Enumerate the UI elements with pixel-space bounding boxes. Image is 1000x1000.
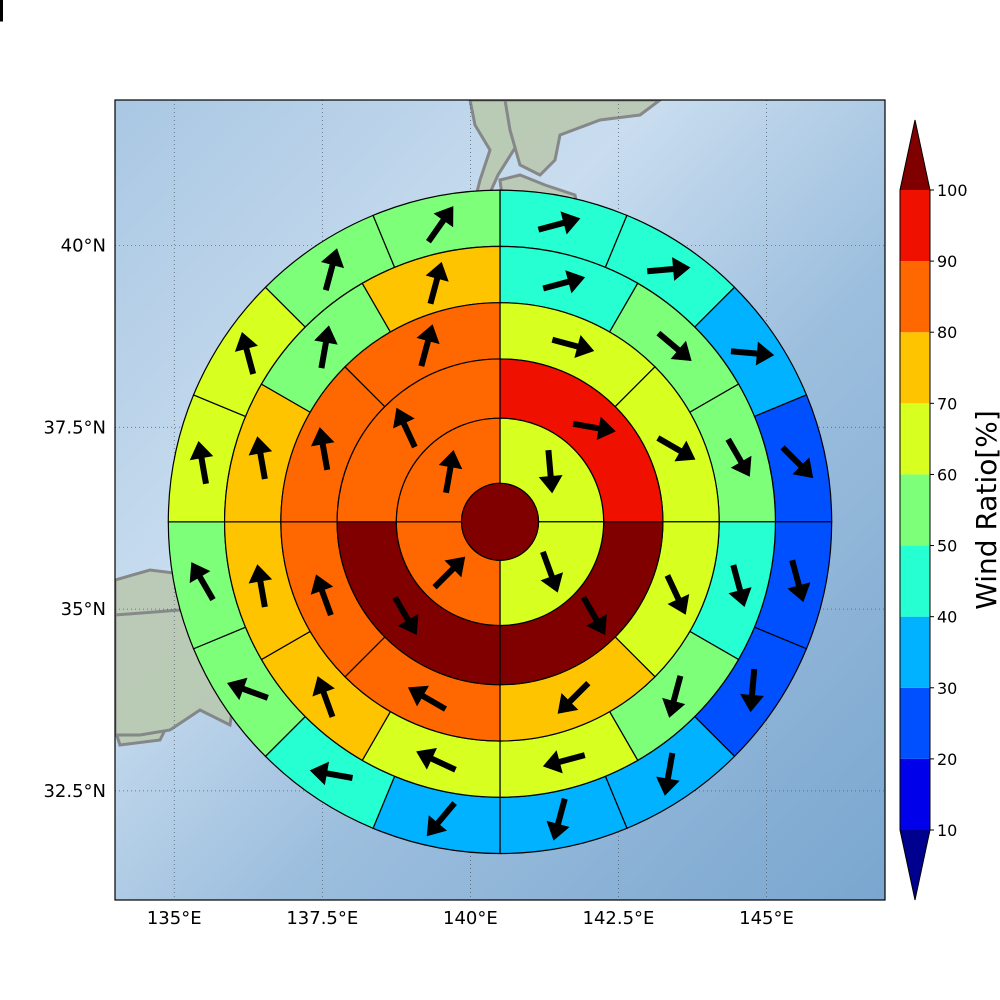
wind-arrow [234,332,258,375]
wind-arrow [310,427,335,471]
colorbar-segment [900,332,930,404]
wind-arrow [189,441,214,485]
wind-arrow [656,330,692,362]
wind-arrow [392,595,419,636]
wind-arrow [662,675,686,718]
y-tick-label: 32.5°N [43,781,106,802]
colorbar-extend-min [900,830,930,900]
wind-arrow [572,416,616,441]
wind-arrow [189,562,216,602]
wind-arrow [646,257,691,281]
y-tick-label: 37.5°N [43,417,106,438]
wind-arrow [314,325,338,369]
colorbar-tick-label: 20 [937,750,957,769]
wind-arrow [320,248,345,291]
wind-arrow [432,556,466,590]
wind-vector-arrows [0,0,814,841]
wind-arrow [538,449,563,494]
wind-arrow [664,574,690,615]
wind-arrow [227,677,269,701]
colorbar-segment [900,616,930,688]
colorbar-tick-label: 50 [937,537,957,556]
colorbar-segment [900,403,930,475]
wind-arrow [725,437,752,477]
wind-arrow [309,761,354,786]
map-frame [114,99,886,901]
wind-arrow [312,676,336,718]
colorbar-tick-label: 10 [937,821,957,840]
x-tick-label: 142.5°E [583,908,655,929]
colorbar-extend-max [900,120,930,190]
colorbar-title: Wind Ratio[%] [970,410,1000,610]
colorbar-tick-label: 30 [937,679,957,698]
colorbar-segment [900,261,930,333]
wind-arrow [546,797,570,841]
colorbar-segment [900,758,930,830]
colorbar-segment [900,190,930,262]
land-hokkaido-south [503,100,663,177]
wind-arrow [416,324,440,367]
x-axis-ticks: 135°E 137.5°E 140°E 142.5°E 145°E [147,908,794,929]
wind-arrow [728,564,752,607]
wind-arrow [393,407,418,449]
wind-arrow [557,680,591,714]
wind-arrow [542,270,586,294]
wind-arrow [416,747,457,773]
wind-arrow [551,334,595,359]
wind-arrow [248,436,273,480]
wind-arrow [438,450,463,494]
wind-arrow [537,211,581,235]
colorbar-tick-label: 60 [937,465,957,484]
colorbar-tick-label: 100 [937,181,968,200]
colorbar: 10 20 30 40 50 60 70 80 90 100 [899,119,968,901]
wind-arrow [730,341,775,366]
x-tick-label: 140°E [443,908,498,929]
wind-arrow [656,752,680,796]
wind-arrow [310,574,334,617]
wind-arrow [0,0,3,22]
wind-arrow [540,550,564,593]
wind-arrow [407,685,448,712]
wind-arrow [780,445,814,479]
y-axis-ticks: 32.5°N 35°N 37.5°N 40°N [43,235,106,801]
wind-arrow [740,668,764,713]
y-tick-label: 40°N [61,235,106,256]
wind-arrow [656,435,696,462]
colorbar-tick-label: 70 [937,394,957,413]
center-cell [460,482,540,561]
x-tick-label: 137.5°E [286,908,358,929]
x-tick-label: 135°E [147,908,202,929]
wind-arrow [425,206,454,244]
colorbar-segment [900,474,930,546]
x-tick-label: 145°E [739,908,794,929]
wind-ratio-sectors [168,190,833,855]
colorbar-segment [900,545,930,617]
y-tick-label: 35°N [61,599,106,620]
wind-arrow [542,750,586,774]
wind-arrow [787,559,811,603]
colorbar-tick-label: 80 [937,323,957,342]
wind-arrow [425,261,449,305]
colorbar-tick-label: 90 [937,252,957,271]
wind-arrow [426,801,457,837]
colorbar-segment [900,687,930,759]
colorbar-tick-label: 40 [937,608,957,627]
wind-arrow [248,564,273,608]
wind-arrow [580,595,607,636]
